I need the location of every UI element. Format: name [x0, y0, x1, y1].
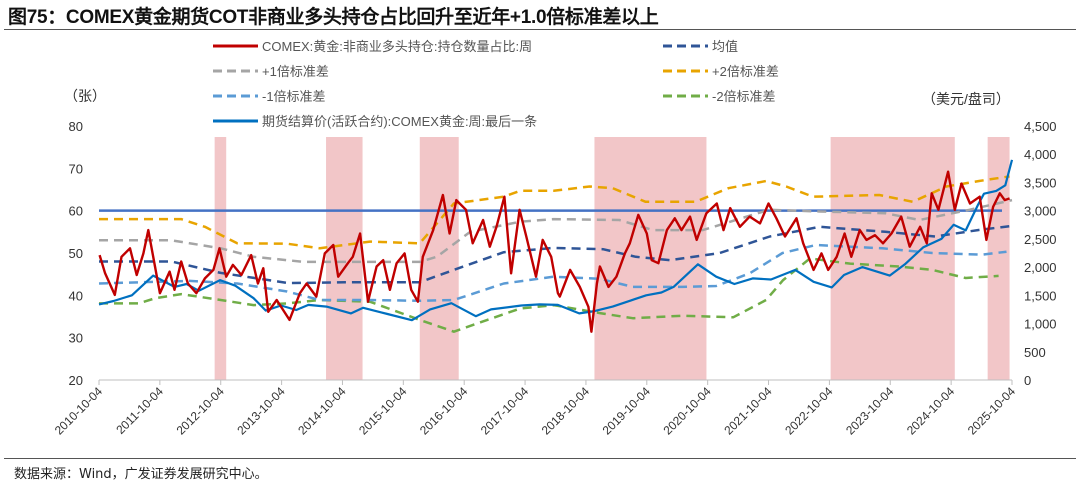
x-tick-label: 2012-10-04: [174, 384, 228, 438]
shaded-period: [326, 137, 363, 380]
source-divider: [4, 458, 1076, 459]
right-tick-label: 3,500: [1024, 175, 1057, 190]
legend-label: 期货结算价(活跃合约):COMEX黄金:周:最后一条: [262, 114, 537, 129]
series-line-3: [99, 175, 1010, 250]
right-axis-unit: （美元/盘司）: [922, 91, 1010, 107]
left-tick-label: 30: [69, 331, 83, 346]
x-tick-label: 2014-10-04: [295, 384, 349, 438]
left-tick-label: 80: [69, 119, 83, 134]
x-tick-label: 2021-10-04: [721, 384, 775, 438]
right-tick-label: 4,500: [1024, 119, 1057, 134]
series-line-5: [99, 257, 999, 333]
x-tick-label: 2016-10-04: [417, 384, 471, 438]
legend-label: +2倍标准差: [712, 64, 779, 79]
shaded-periods: [214, 137, 1010, 380]
x-tick-label: 2015-10-04: [356, 384, 410, 438]
x-tick-label: 2020-10-04: [660, 384, 714, 438]
right-tick-label: 0: [1024, 373, 1031, 388]
right-tick-label: 2,500: [1024, 232, 1057, 247]
x-tick-label: 2010-10-04: [52, 384, 106, 438]
right-tick-label: 500: [1024, 345, 1046, 360]
series-line-0: [98, 170, 1010, 333]
left-tick-label: 20: [69, 373, 83, 388]
legend-label: +1倍标准差: [262, 64, 329, 79]
series-line-2: [99, 198, 1013, 264]
left-tick-label: 70: [69, 161, 83, 176]
source-note: 数据来源：Wind，广发证券发展研究中心。: [14, 467, 268, 482]
x-tick-label: 2022-10-04: [782, 384, 836, 438]
right-tick-label: 3,000: [1024, 204, 1057, 219]
x-tick-label: 2017-10-04: [478, 384, 532, 438]
x-tick-label: 2025-10-04: [965, 384, 1019, 438]
shaded-period: [214, 137, 227, 380]
figure-title: 图75：COMEX黄金期货COT非商业多头持仓占比回升至近年+1.0倍标准差以上: [8, 7, 659, 28]
right-tick-label: 4,000: [1024, 147, 1057, 162]
x-tick-label: 2019-10-04: [600, 384, 654, 438]
x-tick-label: 2018-10-04: [539, 384, 593, 438]
legend-label: 均值: [712, 39, 738, 54]
left-tick-label: 60: [69, 204, 83, 219]
legend-label: -2倍标准差: [712, 89, 776, 104]
series-line-6: [98, 159, 1014, 322]
x-tick-label: 2024-10-04: [904, 384, 958, 438]
shaded-period: [419, 137, 459, 380]
series-line-1: [99, 224, 1013, 285]
right-tick-label: 1,500: [1024, 288, 1057, 303]
title-divider: [4, 29, 1076, 30]
shaded-period: [830, 137, 955, 380]
legend: COMEX:黄金:非商业多头持仓:持仓数量占比:周 均值 +1倍标准差 +2倍标准差 -…: [213, 39, 779, 129]
series-lines: [98, 159, 1014, 333]
legend-label: -1倍标准差: [262, 89, 326, 104]
x-tick-label: 2013-10-04: [234, 384, 288, 438]
shaded-period: [987, 137, 1010, 380]
x-tick-label: 2023-10-04: [843, 384, 897, 438]
left-axis-unit: （张）: [64, 88, 106, 104]
left-tick-label: 50: [69, 246, 83, 261]
right-tick-label: 1,000: [1024, 317, 1057, 332]
legend-label: COMEX:黄金:非商业多头持仓:持仓数量占比:周: [262, 39, 532, 54]
chart-canvas: 20 30 40 50 60 70 80 0 500 1,000 1,500 2,000 2,500 3,…: [52, 39, 1057, 438]
left-tick-label: 40: [69, 288, 83, 303]
x-tick-label: 2011-10-04: [113, 384, 166, 437]
right-tick-label: 2,000: [1024, 260, 1057, 275]
